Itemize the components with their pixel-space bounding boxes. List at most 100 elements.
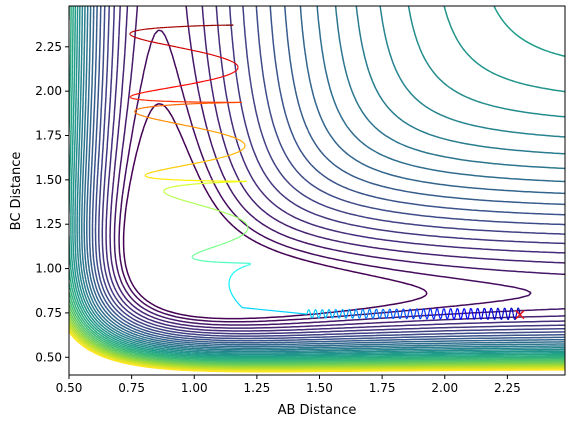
trajectory-segment xyxy=(469,308,472,313)
trajectory-segment xyxy=(511,308,514,314)
trajectory-segment xyxy=(141,38,145,41)
trajectory-segment xyxy=(502,307,505,312)
trajectory-segment xyxy=(144,39,148,42)
trajectory-segment xyxy=(172,85,178,88)
trajectory-segment xyxy=(441,308,444,313)
trajectory-segment xyxy=(237,268,240,271)
trajectory-segment xyxy=(400,312,403,318)
trajectory-segment xyxy=(230,291,232,293)
trajectory-segment xyxy=(241,140,244,143)
trajectory-segment xyxy=(133,94,136,96)
contour-level xyxy=(81,6,565,349)
trajectory-segment xyxy=(150,117,154,120)
trajectory-segment xyxy=(243,143,246,145)
trajectory-segment xyxy=(204,79,210,82)
trajectory-segment xyxy=(145,173,147,176)
trajectory-segment xyxy=(209,158,214,161)
contour-level xyxy=(105,6,565,332)
trajectory-segment xyxy=(147,116,151,119)
trajectory-segment xyxy=(414,308,417,313)
trajectory-segment xyxy=(329,311,332,316)
trajectory-segment xyxy=(431,312,434,318)
trajectory-segment xyxy=(217,157,222,160)
trajectory-segment xyxy=(193,254,195,256)
trajectory-segment xyxy=(231,294,234,297)
trajectory-segment xyxy=(495,311,498,317)
trajectory-segment xyxy=(145,90,149,93)
trajectory-segment xyxy=(347,309,350,314)
trajectory-segment xyxy=(234,69,237,72)
trajectory-segment xyxy=(423,308,426,313)
trajectory-segment xyxy=(330,315,333,319)
trajectory-segment xyxy=(233,297,236,300)
contour-level xyxy=(98,6,565,337)
trajectory-segment xyxy=(235,269,237,272)
trajectory-segment xyxy=(130,95,133,97)
contour-level xyxy=(109,6,565,329)
trajectory-segment xyxy=(482,308,485,312)
trajectory-segment xyxy=(154,41,160,44)
trajectory-segment xyxy=(444,312,447,318)
trajectory-segment xyxy=(196,127,202,130)
trajectory-segment xyxy=(491,308,494,314)
trajectory-segment xyxy=(189,49,195,52)
trajectory-segment xyxy=(228,72,232,75)
trajectory-segment xyxy=(451,312,454,318)
trajectory-segment xyxy=(322,311,325,316)
trajectory-segment xyxy=(435,308,438,313)
trajectory-segment xyxy=(231,153,235,156)
contour-level xyxy=(69,317,565,368)
trajectory-segment xyxy=(134,36,137,39)
trajectory-segment xyxy=(239,304,242,307)
trajectory-segment xyxy=(380,309,384,314)
trajectory-segment xyxy=(346,313,349,318)
trajectory-segment xyxy=(416,308,419,313)
trajectory-segment xyxy=(319,313,322,318)
trajectory-segment xyxy=(158,42,164,45)
trajectory-segment xyxy=(437,308,440,313)
trajectory-segment xyxy=(167,44,172,47)
contour-level xyxy=(72,6,565,356)
trajectory-segment xyxy=(383,311,386,317)
trajectory-segment xyxy=(224,155,229,158)
trajectory-segment xyxy=(314,308,317,311)
trajectory-segment xyxy=(474,311,477,318)
trajectory-segment xyxy=(230,292,233,294)
trajectory-segment xyxy=(398,316,401,320)
trajectory-segment xyxy=(228,154,232,157)
trajectory-segment xyxy=(230,60,234,63)
trajectory-segment xyxy=(235,300,238,302)
contour-level xyxy=(69,326,565,371)
trajectory-segment xyxy=(235,137,238,140)
contour-level xyxy=(69,6,565,359)
trajectory-segment xyxy=(199,250,202,253)
trajectory-segment xyxy=(378,316,381,319)
trajectory-segment xyxy=(232,272,235,274)
trajectory-segment xyxy=(155,88,161,91)
trajectory-segment xyxy=(139,114,143,117)
x-tick-label: 1.25 xyxy=(244,381,271,395)
contour-lines xyxy=(69,6,565,373)
trajectory-segment xyxy=(236,269,238,271)
trajectory-segment xyxy=(141,115,145,117)
trajectory-segment xyxy=(185,48,191,51)
trajectory-segment xyxy=(219,210,223,213)
trajectory-segment xyxy=(187,125,193,128)
trajectory-segment xyxy=(195,81,201,84)
trajectory-segment xyxy=(163,192,166,194)
trajectory-segment xyxy=(455,308,458,313)
trajectory-segment xyxy=(171,166,177,169)
trajectory-segment xyxy=(350,315,354,319)
trajectory-segment xyxy=(368,308,371,311)
trajectory-segment xyxy=(231,274,233,276)
trajectory-segment xyxy=(240,218,243,221)
trajectory-segment xyxy=(242,141,245,144)
trajectory-segment xyxy=(164,192,167,195)
trajectory-segment xyxy=(384,316,387,320)
y-tick-label: 1.50 xyxy=(35,173,62,187)
trajectory-segment xyxy=(176,46,181,49)
trajectory-segment xyxy=(238,235,241,238)
contour-level xyxy=(118,29,532,323)
trajectory-segment xyxy=(243,221,246,224)
